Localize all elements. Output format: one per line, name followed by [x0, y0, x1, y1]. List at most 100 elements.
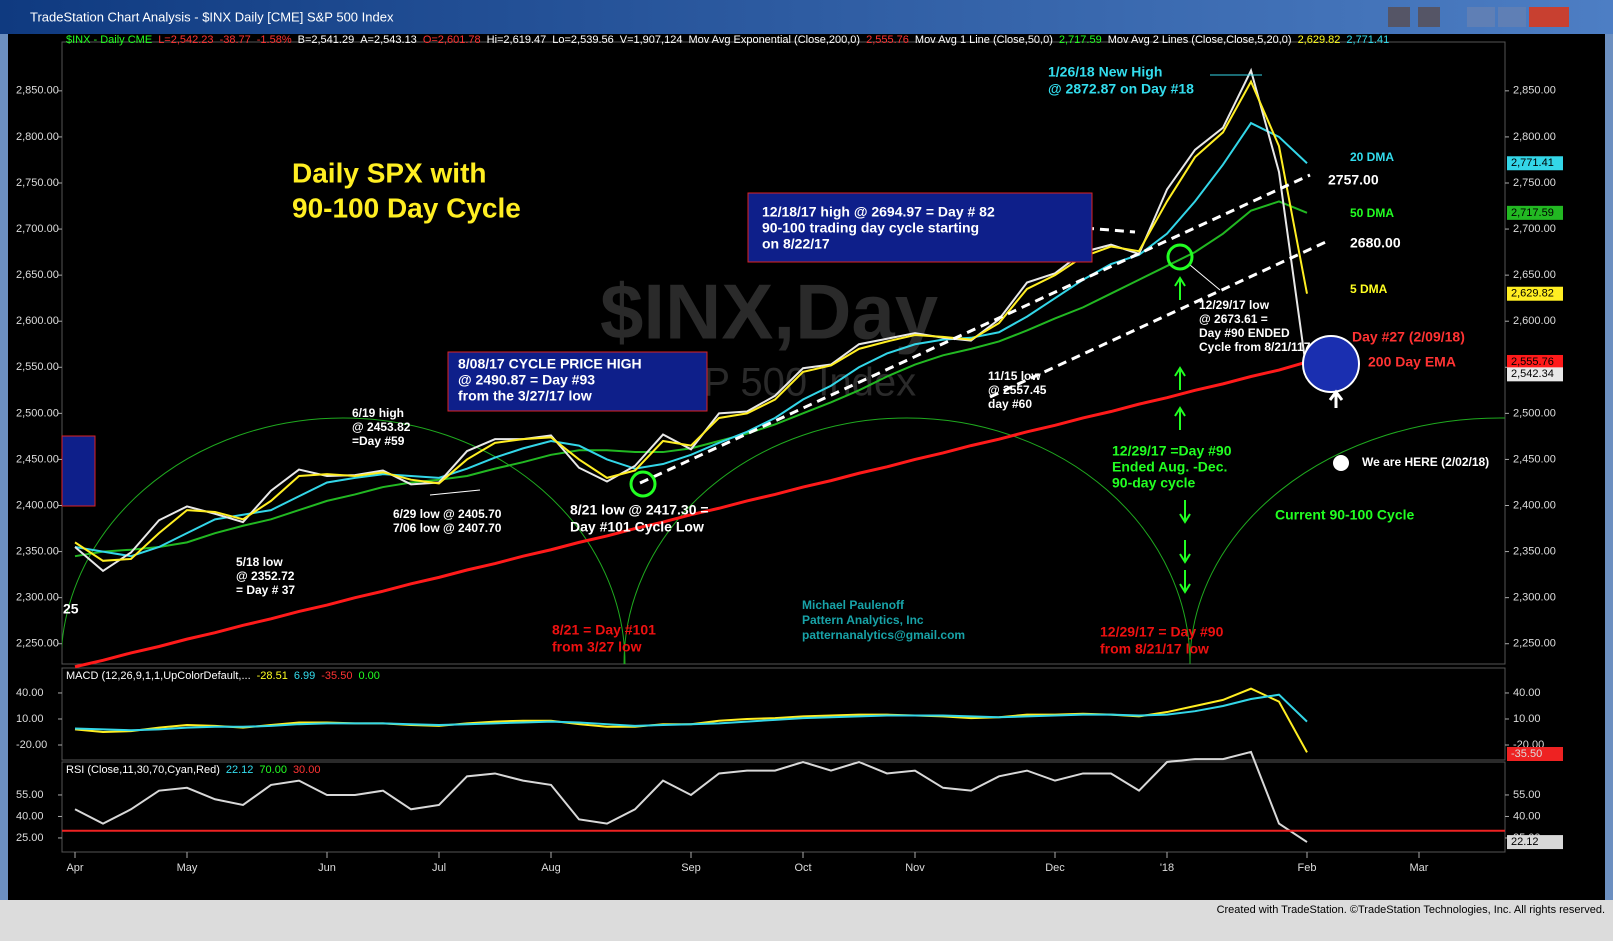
last-value-box	[1507, 205, 1563, 220]
x-tick-label: Jul	[432, 862, 446, 874]
series-line	[74, 67, 1308, 573]
annotation: on 8/22/17	[762, 236, 830, 252]
note-box	[61, 435, 96, 507]
arrow-icon	[1333, 455, 1349, 471]
y-tick-label: 40.00	[16, 810, 44, 822]
annotation: @ 2352.72	[236, 569, 295, 583]
x-tick-label: Dec	[1045, 862, 1065, 874]
annotation: @ 2453.82	[352, 420, 411, 434]
annotation: @ 2673.61 =	[1199, 312, 1268, 326]
last-value-box	[1507, 354, 1563, 369]
pane-header: $INX - Daily CME L=2,542.23 -38.77 -1.58% B=…	[66, 34, 1389, 46]
annotation: patternanalytics@gmail.com	[802, 628, 965, 642]
y-tick-label: 2,550.00	[16, 361, 59, 373]
header-part: MACD (12,26,9,1,1,UpColorDefault,...	[66, 670, 251, 682]
annotation: 20 DMA	[1350, 150, 1394, 164]
header-part: -28.51	[257, 670, 288, 682]
x-tick-label: Oct	[794, 862, 811, 874]
chart-title: Daily SPX with	[292, 157, 487, 188]
annotation: Pattern Analytics, Inc	[802, 613, 924, 627]
y-tick-label: 55.00	[1513, 789, 1541, 801]
annotation: from 8/21/17 low	[1100, 641, 1209, 657]
series-line	[74, 360, 1308, 669]
annotation: 2680.00	[1350, 235, 1401, 251]
y-tick-label: 2,250.00	[16, 638, 59, 650]
last-value-label: 2,555.76	[1511, 356, 1554, 368]
footer-bar	[0, 900, 1613, 941]
annotation: = Day # 37	[236, 583, 295, 597]
header-part: Mov Avg 2 Lines (Close,Close,5,20,0)	[1108, 34, 1292, 46]
header-part: Hi=2,619.47	[487, 34, 547, 46]
header-part: 30.00	[293, 764, 321, 776]
y-tick-label: 2,700.00	[16, 223, 59, 235]
annotation: Current 90-100 Cycle	[1275, 507, 1415, 523]
y-tick-label: 2,250.00	[1513, 638, 1556, 650]
y-tick-label: 2,850.00	[1513, 85, 1556, 97]
annotation: 8/21 low @ 2417.30 =	[570, 502, 709, 518]
header-part: O=2,601.78	[423, 34, 481, 46]
header-part: Lo=2,539.56	[552, 34, 613, 46]
y-tick-label: 2,750.00	[1513, 177, 1556, 189]
annotation: Day #101 Cycle Low	[570, 519, 704, 535]
annotation: 7/06 low @ 2407.70	[393, 521, 502, 535]
maximize[interactable]	[1498, 7, 1526, 27]
y-tick-label: 2,600.00	[1513, 315, 1556, 327]
x-tick-label: Mar	[1410, 862, 1429, 874]
y-tick-label: 25.00	[16, 832, 44, 844]
annotation: @ 2557.45	[988, 383, 1047, 397]
green-arrows	[1174, 276, 1191, 594]
annotation: 5 DMA	[1350, 282, 1388, 296]
annotation: from the 3/27/17 low	[458, 388, 592, 404]
y-tick-label: 10.00	[1513, 713, 1541, 725]
y-tick-label: 2,800.00	[1513, 131, 1556, 143]
note-box	[447, 351, 708, 412]
last-value-box	[1507, 747, 1563, 761]
y-tick-label: 2,400.00	[16, 499, 59, 511]
low-marker	[629, 470, 657, 498]
y-tick-label: 2,650.00	[16, 269, 59, 281]
last-value-box	[1507, 156, 1563, 171]
button[interactable]	[1388, 7, 1410, 27]
header-part: 22.12	[226, 764, 254, 776]
x-tick-label: May	[177, 862, 198, 874]
header-part: -38.77	[220, 34, 251, 46]
annotation: @ 2872.87 on Day #18	[1048, 81, 1194, 97]
footer: Created with TradeStation. ©TradeStation…	[1217, 904, 1605, 916]
annotation: 11/15 low	[988, 369, 1041, 383]
title-bar	[0, 0, 1613, 34]
y-tick-label: 2,450.00	[1513, 453, 1556, 465]
header-part: 2,555.76	[866, 34, 909, 46]
last-value-label: 22.12	[1511, 836, 1539, 848]
annotation: 200 Day EMA	[1368, 354, 1456, 370]
minimize[interactable]	[1467, 7, 1495, 27]
x-tick-label: Aug	[541, 862, 561, 874]
price-pane	[61, 41, 1506, 665]
last-value-box	[1507, 835, 1563, 850]
y-tick-label: 2,800.00	[16, 131, 59, 143]
header-part: $INX - Daily CME	[66, 34, 152, 46]
x-tick-label: Feb	[1298, 862, 1317, 874]
series-line	[74, 79, 1308, 562]
window-title: TradeStation Chart Analysis - $INX Daily…	[30, 9, 394, 24]
header-part: RSI (Close,11,30,70,Cyan,Red)	[66, 764, 220, 776]
button[interactable]	[1418, 7, 1440, 27]
annotation: from 3/27 low	[552, 639, 642, 655]
annotation: 90-100 trading day cycle starting	[762, 220, 979, 236]
annotation: 50 DMA	[1350, 206, 1394, 220]
watermark: $INX,Day	[600, 268, 938, 356]
trendlines	[639, 173, 1331, 485]
annotation: 12/18/17 high @ 2694.97 = Day # 82	[762, 204, 995, 220]
annotation: 6/29 low @ 2405.70	[393, 507, 502, 521]
annotation: 8/21 = Day #101	[552, 622, 656, 638]
close[interactable]	[1529, 7, 1569, 27]
annotation: Cycle from 8/21/117	[1199, 340, 1311, 354]
annotation: 8/08/17 CYCLE PRICE HIGH	[458, 356, 642, 372]
annotation: 2757.00	[1328, 172, 1379, 188]
header-part: V=1,907,124	[620, 34, 683, 46]
pane-header: RSI (Close,11,30,70,Cyan,Red) 22.12 70.00 3…	[66, 764, 320, 776]
annotation: Ended Aug. -Dec.	[1112, 459, 1227, 475]
chart-title: 90-100 Day Cycle	[292, 192, 521, 223]
pane-header: MACD (12,26,9,1,1,UpColorDefault,... -28.…	[66, 670, 380, 682]
header-part: 2,717.59	[1059, 34, 1102, 46]
